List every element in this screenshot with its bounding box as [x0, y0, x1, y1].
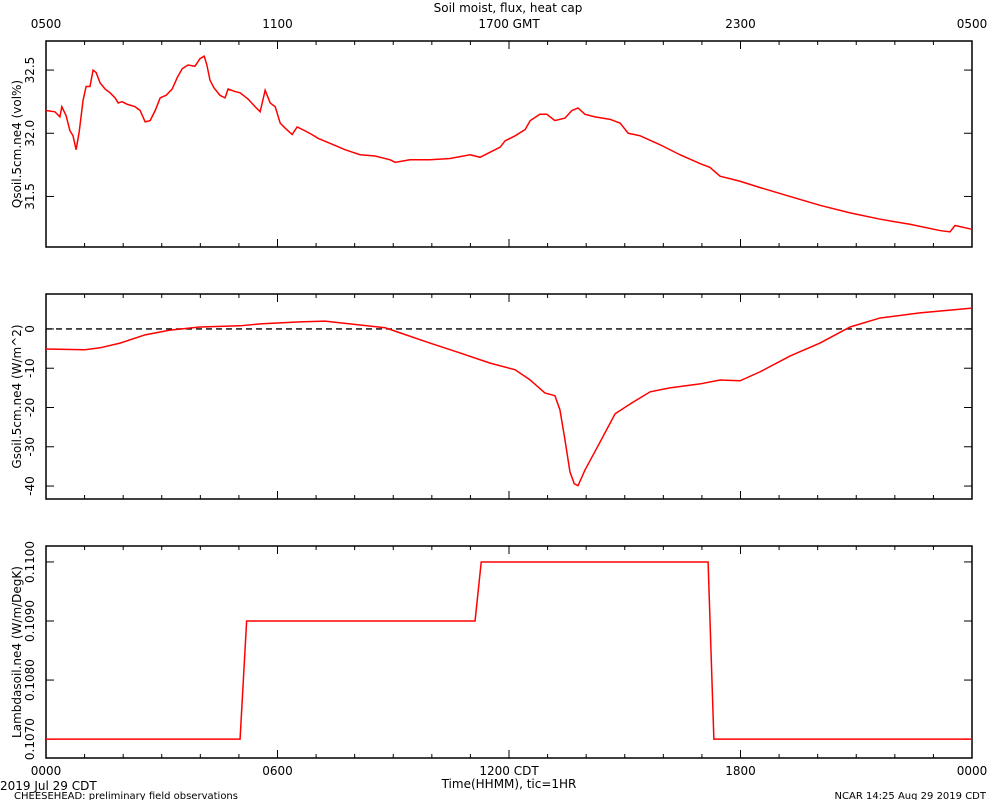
- x2-tick-label: 1100: [262, 17, 293, 31]
- x-axis-label: Time(HHMM), tic=1HR: [441, 777, 577, 791]
- y-tick-label: -40: [23, 476, 37, 496]
- y-tick-label: 0.1100: [23, 541, 37, 583]
- y-axis-label: Gsoil.5cm.ne4 (W/m^2): [10, 324, 24, 468]
- x-tick-label: 0600: [262, 764, 293, 778]
- data-line: [45, 307, 973, 487]
- y-tick-label: 0.1070: [23, 718, 37, 760]
- y-tick-label: -30: [23, 437, 37, 457]
- y-axis-label: Lambdasoil.ne4 (W/m/DegK): [10, 566, 24, 738]
- y-tick-label: 0.1090: [23, 600, 37, 642]
- footer-project: CHEESEHEAD: preliminary field observatio…: [14, 791, 238, 800]
- data-line: [46, 561, 972, 740]
- x-tick-label: 0000: [31, 764, 62, 778]
- x2-tick-label: 2300: [725, 17, 756, 31]
- y-tick-label: 32.0: [23, 120, 37, 147]
- x2-tick-label: 1700 GMT: [478, 17, 540, 31]
- plot-frame: [45, 545, 973, 759]
- plot-frame: [45, 293, 973, 500]
- y-tick-label: -10: [23, 358, 37, 378]
- footer-date: 2019 Jul 29 CDT: [0, 779, 97, 793]
- y-tick-label: 0: [23, 325, 37, 333]
- x-tick-label: 0000: [957, 764, 988, 778]
- x-tick-label: 1800: [725, 764, 756, 778]
- data-line: [45, 55, 973, 233]
- plot-frame: [45, 40, 973, 248]
- y-tick-label: 32.5: [23, 57, 37, 84]
- footer-stamp: NCAR 14:25 Aug 29 2019 CDT: [835, 791, 987, 800]
- x2-tick-label: 0500: [957, 17, 988, 31]
- y-axis-label: Qsoil.5cm.ne4 (vol%): [10, 80, 24, 208]
- x-tick-label: 1200 CDT: [479, 764, 539, 778]
- chart-title: Soil moist, flux, heat cap: [434, 1, 583, 15]
- y-tick-label: -20: [23, 398, 37, 418]
- x2-tick-label: 0500: [31, 17, 62, 31]
- y-tick-label: 0.1080: [23, 659, 37, 701]
- y-tick-label: 31.5: [23, 183, 37, 210]
